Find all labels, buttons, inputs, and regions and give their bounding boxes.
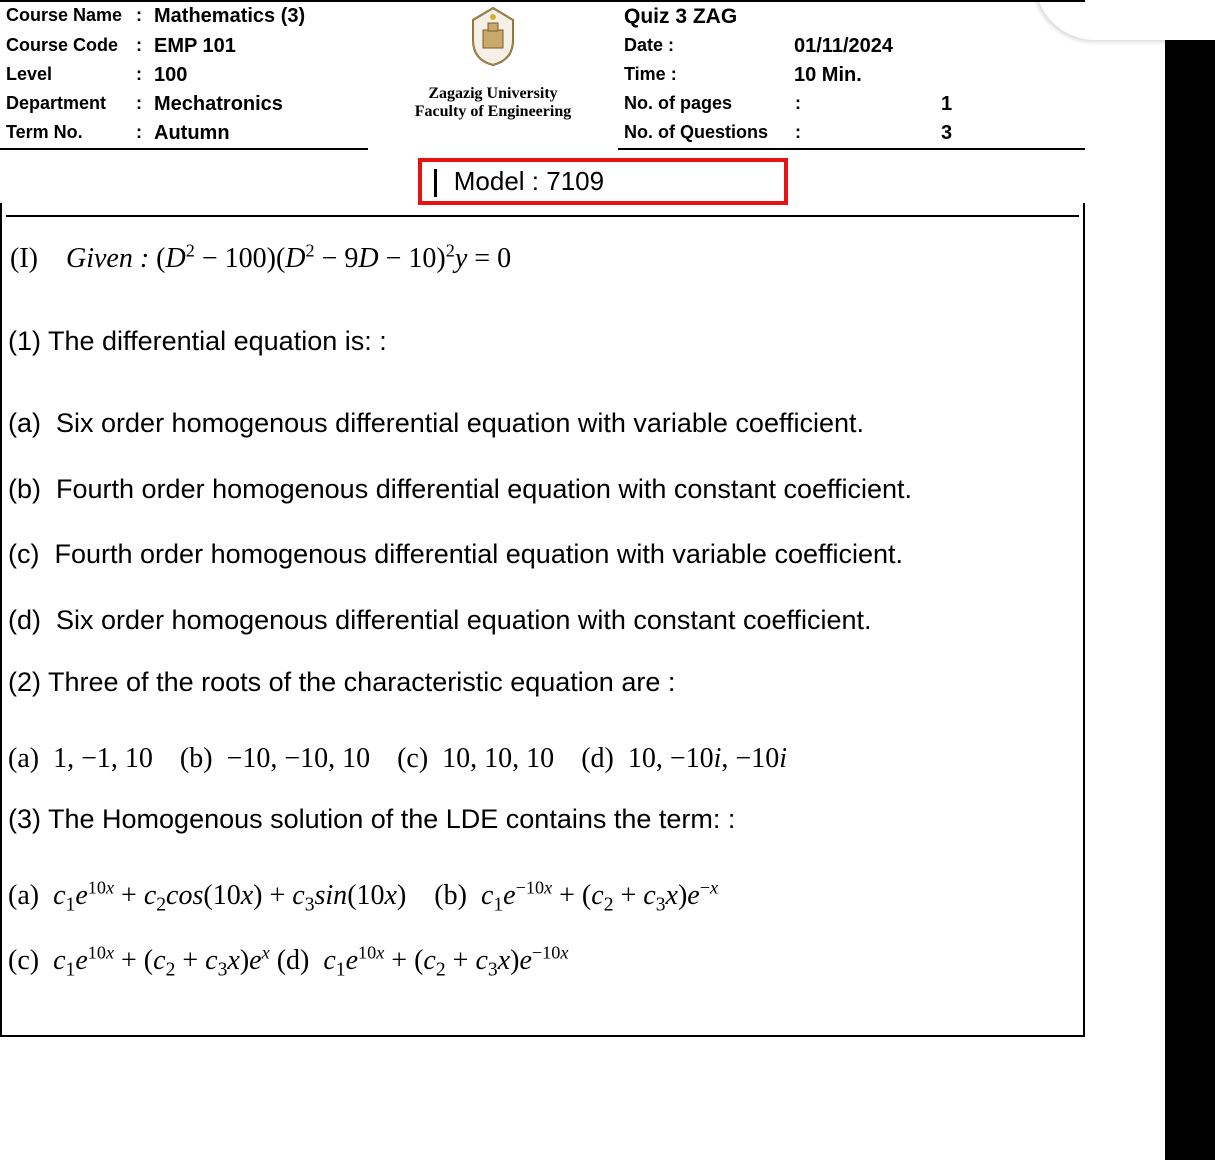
hdr-value-course-code: EMP 101: [148, 32, 368, 61]
hdr-value-pages: 1: [808, 90, 1085, 119]
colon: :: [788, 90, 808, 119]
hdr-label-term: Term No.: [0, 119, 130, 149]
colon: :: [130, 1, 148, 32]
q1-option-d: (d) Six order homogenous differential eq…: [6, 588, 1079, 654]
q3-options-row1: (a) c1e10x + c2cos(10x) + c3sin(10x) (b)…: [6, 864, 1079, 930]
q3-option-b: (b) c1e−10x + (c2 + c3x)e−x: [434, 880, 718, 911]
given-equation: (I) Given : (D2 − 100)(D2 − 9D − 10)2y =…: [6, 227, 1079, 313]
hdr-value-department: Mechatronics: [148, 90, 368, 119]
hdr-value-date: 01/11/2024: [788, 32, 1085, 61]
q2-options: (a) 1, −1, 10 (b) −10, −10, 10 (c) 10, 1…: [6, 727, 1079, 791]
hdr-label-questions: No. of Questions: [618, 119, 788, 149]
university-name: Zagazig University: [374, 85, 612, 103]
q3-option-c: (c) c1e10x + (c2 + c3x)ex: [8, 945, 277, 976]
q2-option-d: (d) 10, −10i, −10i: [574, 735, 787, 783]
quiz-page: Course Name : Mathematics (3) Zagazig Un…: [0, 0, 1085, 1037]
q2-prompt: (2) Three of the roots of the characteri…: [6, 654, 1079, 712]
q1-b-text: Fourth order homogenous differential equ…: [56, 474, 912, 504]
q3-prompt: (3) The Homogenous solution of the LDE c…: [6, 791, 1079, 849]
q3-option-d: (d) c1e10x + (c2 + c3x)e−10x: [277, 945, 569, 976]
hdr-value-questions: 3: [808, 119, 1085, 149]
given-label: Given :: [66, 243, 149, 274]
faculty-name: Faculty of Engineering: [374, 103, 612, 121]
q1-option-b: (b) Fourth order homogenous differential…: [6, 457, 1079, 523]
model-label: Model :: [454, 166, 539, 196]
logo-cell: Zagazig University Faculty of Engineerin…: [368, 1, 618, 149]
university-crest-icon: [458, 5, 528, 85]
q1-a-text: Six order homogenous differential equati…: [56, 408, 864, 438]
hdr-label-course-name: Course Name: [0, 1, 130, 32]
hdr-label-date: Date :: [618, 32, 788, 61]
q1-c-text: Fourth order homogenous differential equ…: [55, 539, 904, 569]
q3-options-row2: (c) c1e10x + (c2 + c3x)ex (d) c1e10x + (…: [6, 929, 1079, 995]
q1-option-c: (c) Fourth order homogenous differential…: [6, 522, 1079, 588]
hdr-value-time: 10 Min.: [788, 61, 1085, 90]
header-table: Course Name : Mathematics (3) Zagazig Un…: [0, 0, 1085, 150]
hdr-label-department: Department: [0, 90, 130, 119]
hdr-value-term: Autumn: [148, 119, 368, 149]
q2-option-c: (c) 10, 10, 10: [390, 735, 554, 783]
hdr-label-course-code: Course Code: [0, 32, 130, 61]
q1-prompt: (1) The differential equation is: :: [6, 313, 1079, 371]
model-box: Model : 7109: [418, 158, 788, 205]
hdr-label-level: Level: [0, 61, 130, 90]
question-body: (I) Given : (D2 − 100)(D2 − 9D − 10)2y =…: [0, 203, 1085, 1037]
model-value: 7109: [546, 166, 604, 196]
hdr-value-course-name: Mathematics (3): [148, 1, 368, 32]
text-cursor-icon: [434, 169, 437, 197]
quiz-title: Quiz 3 ZAG: [618, 1, 808, 32]
hdr-label-time: Time :: [618, 61, 788, 90]
page-edge-shadow: [1165, 0, 1215, 1160]
hdr-value-level: 100: [148, 61, 368, 90]
colon: :: [788, 119, 808, 149]
q2-option-b: (b) −10, −10, 10: [173, 735, 370, 783]
q2-option-a: (a) 1, −1, 10: [8, 735, 153, 783]
q1-option-a: (a) Six order homogenous differential eq…: [6, 391, 1079, 457]
roman-numeral: (I): [10, 243, 38, 274]
q1-d-text: Six order homogenous differential equati…: [56, 605, 872, 635]
q3-option-a: (a) c1e10x + c2cos(10x) + c3sin(10x): [8, 880, 413, 911]
hdr-label-pages: No. of pages: [618, 90, 788, 119]
blank: [808, 1, 1085, 32]
equation: (D2 − 100)(D2 − 9D − 10)2y = 0: [156, 243, 511, 274]
